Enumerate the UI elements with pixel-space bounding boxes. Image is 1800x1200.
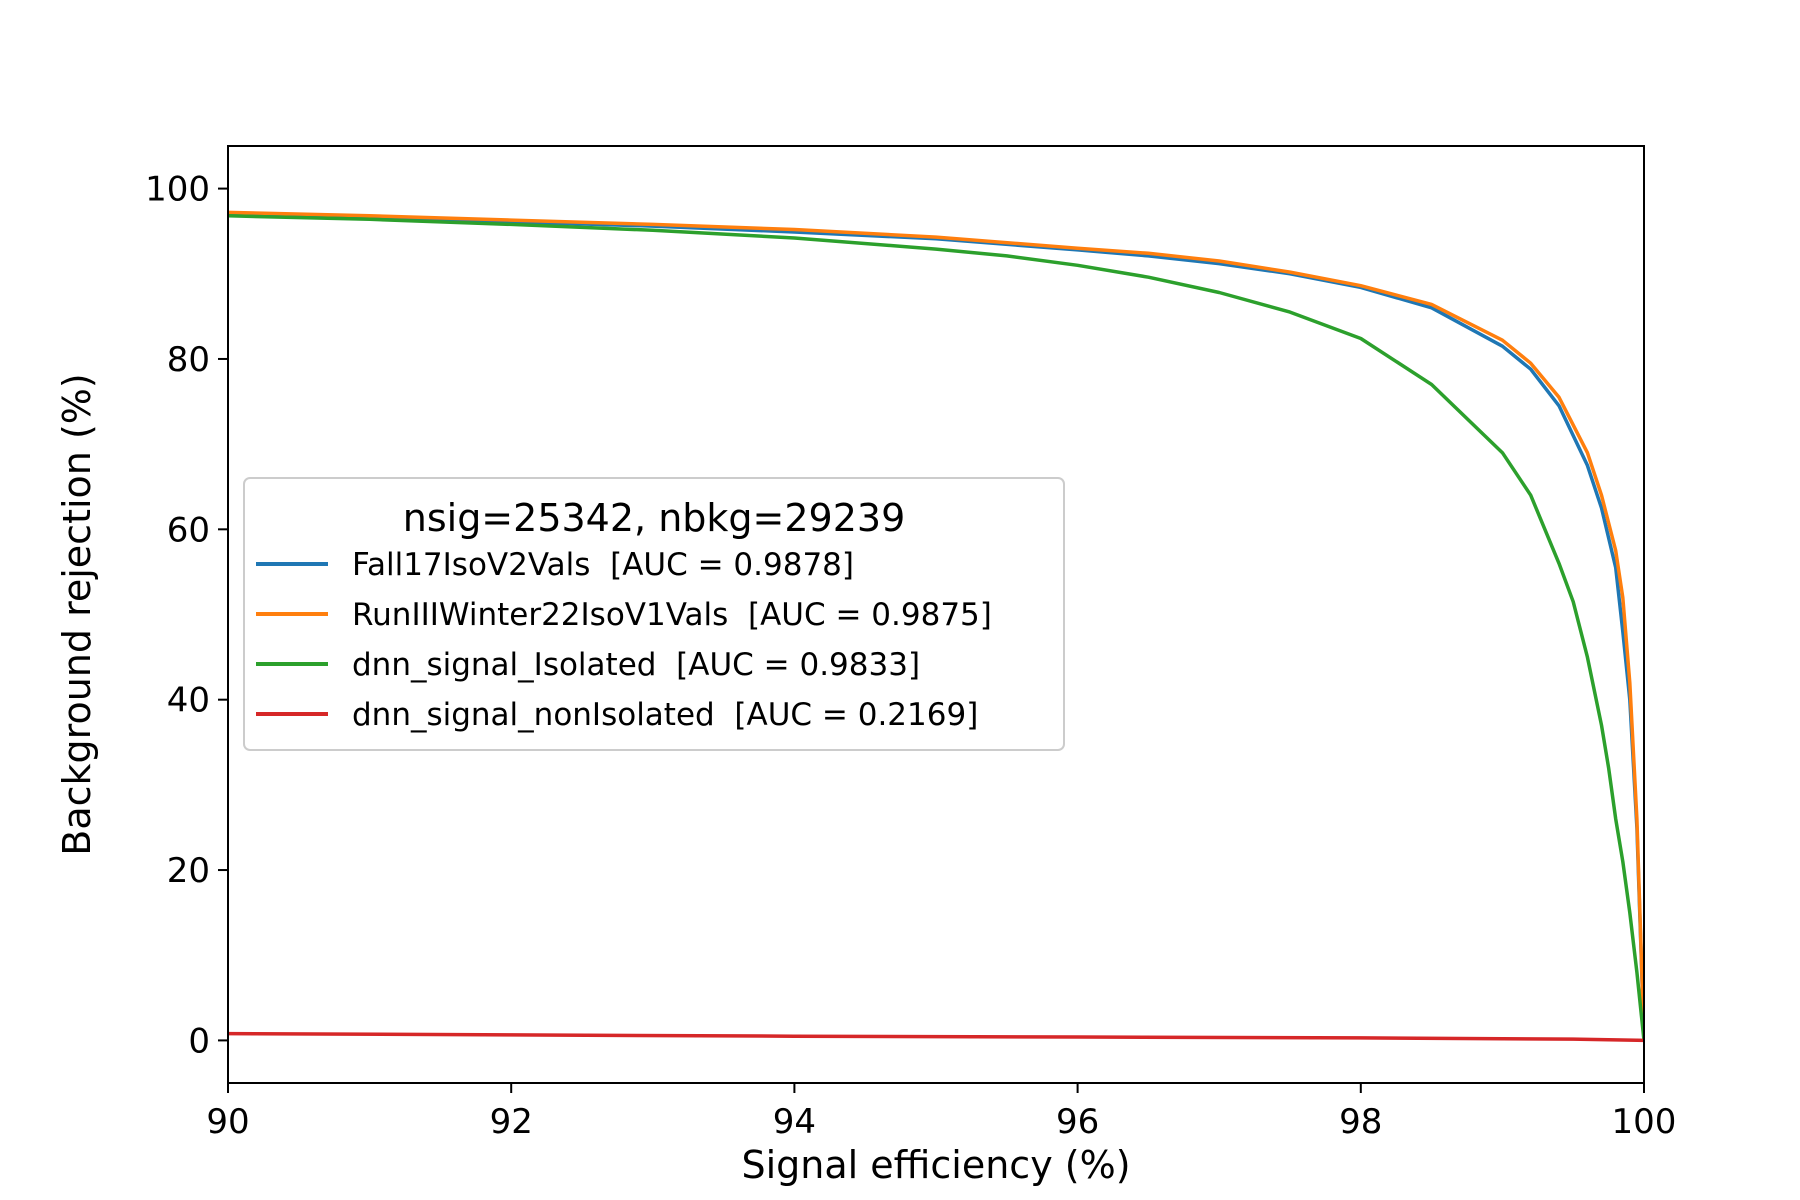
legend: nsig=25342, nbkg=29239 Fall17IsoV2Vals [… bbox=[243, 477, 1065, 751]
y-tick-label: 20 bbox=[167, 851, 210, 891]
y-tick-label: 0 bbox=[188, 1021, 210, 1061]
y-tick-label: 40 bbox=[167, 681, 210, 721]
legend-box bbox=[243, 477, 1065, 751]
legend-title: nsig=25342, nbkg=29239 bbox=[403, 496, 906, 540]
y-tick-label: 60 bbox=[167, 510, 210, 550]
x-tick-label: 90 bbox=[206, 1102, 249, 1142]
x-tick-label: 100 bbox=[1612, 1102, 1677, 1142]
x-tick-label: 94 bbox=[773, 1102, 816, 1142]
x-tick-label: 98 bbox=[1339, 1102, 1382, 1142]
legend-entry-3: dnn_signal_nonIsolated [AUC = 0.2169] bbox=[352, 697, 978, 733]
x-axis-label: Signal efficiency (%) bbox=[741, 1143, 1130, 1187]
legend-entry-2: dnn_signal_Isolated [AUC = 0.9833] bbox=[352, 647, 920, 683]
series-layer bbox=[228, 210, 1644, 1043]
y-tick-label: 80 bbox=[167, 340, 210, 380]
ticks-layer: 90 92 94 96 98 100 0 20 40 60 80 100 bbox=[145, 170, 1676, 1142]
series-line-0 bbox=[228, 211, 1644, 1041]
series-line-1 bbox=[228, 210, 1644, 1041]
y-tick-label: 100 bbox=[145, 170, 210, 210]
x-tick-label: 96 bbox=[1056, 1102, 1099, 1142]
legend-entry-0: Fall17IsoV2Vals [AUC = 0.9878] bbox=[352, 547, 854, 583]
series-line-3 bbox=[228, 1031, 1644, 1043]
y-axis-label: Background rejection (%) bbox=[55, 373, 99, 855]
x-tick-label: 92 bbox=[490, 1102, 533, 1142]
plot-frame bbox=[227, 145, 1645, 1084]
series-line-2 bbox=[228, 214, 1644, 1041]
legend-entry-1: RunIIIWinter22IsoV1Vals [AUC = 0.9875] bbox=[352, 597, 992, 633]
legend-items: Fall17IsoV2Vals [AUC = 0.9878] RunIIIWint… bbox=[256, 547, 992, 733]
